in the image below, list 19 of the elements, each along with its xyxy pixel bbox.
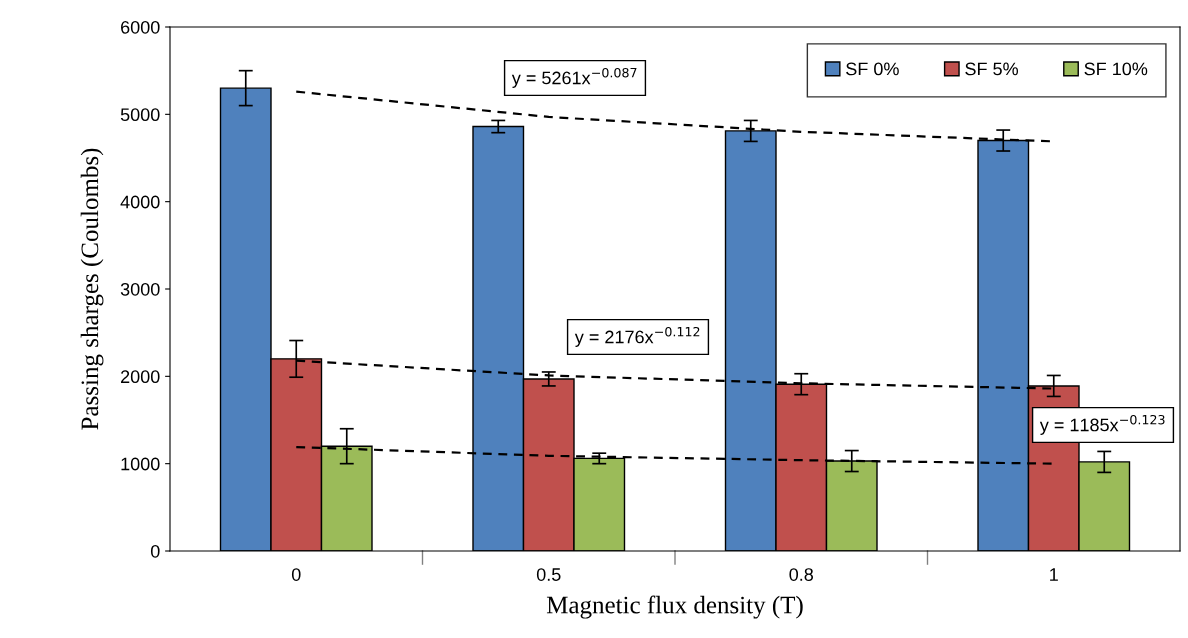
annotation: y = 5261x$^{−0.087}$: [511, 67, 637, 88]
annotation: y = 1185x$^{−0.123}$: [1039, 414, 1165, 435]
y-axis-title: Passing sharges (Coulombs): [80, 148, 104, 430]
legend-label: SF 0%: [846, 62, 899, 76]
x-tick-label: 1: [1050, 568, 1058, 581]
y-tick-label: 1000: [121, 457, 160, 471]
legend-label: SF 5%: [965, 62, 1018, 76]
x-tick-label: 0.5: [536, 568, 561, 581]
x-tick-label: 0: [291, 568, 301, 581]
y-tick-label: 3000: [120, 282, 160, 296]
y-tick-label: 5000: [120, 108, 160, 122]
y-tick-label: 0: [150, 544, 160, 558]
x-axis-title: Magnetic flux density (T): [546, 595, 803, 619]
y-tick-label: 6000: [121, 20, 160, 34]
annotation: y = 2176x$^{−0.112}$: [574, 326, 700, 347]
legend-label: SF 10%: [1084, 62, 1148, 76]
y-tick-label: 2000: [121, 370, 160, 384]
y-tick-label: 4000: [120, 195, 160, 209]
x-tick-label: 0.8: [789, 568, 814, 581]
